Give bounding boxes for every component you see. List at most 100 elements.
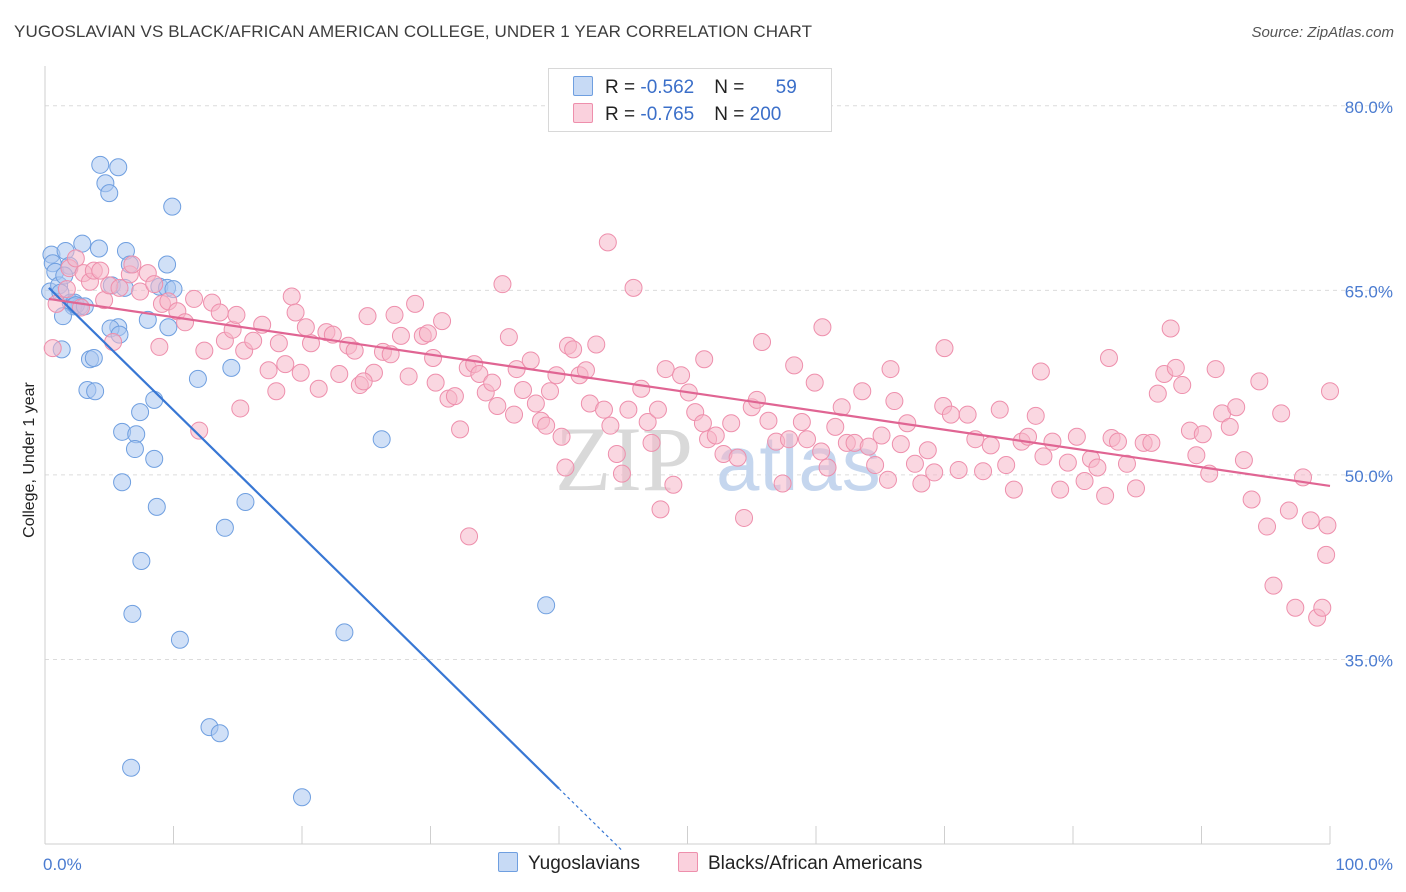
data-point bbox=[91, 261, 110, 280]
data-point bbox=[753, 332, 772, 351]
data-point bbox=[236, 492, 255, 511]
data-point bbox=[47, 294, 66, 313]
data-point bbox=[286, 303, 305, 322]
data-point bbox=[818, 458, 837, 477]
y-axis-label: College, Under 1 year bbox=[21, 382, 38, 538]
data-point bbox=[493, 275, 512, 294]
data-point bbox=[391, 326, 410, 345]
data-point bbox=[878, 470, 897, 489]
data-point bbox=[145, 275, 164, 294]
data-point bbox=[759, 411, 778, 430]
data-point bbox=[798, 430, 817, 449]
data-point bbox=[881, 360, 900, 379]
data-point bbox=[188, 369, 207, 388]
data-point bbox=[728, 448, 747, 467]
data-point bbox=[147, 497, 166, 516]
x-tick-label: 0.0% bbox=[43, 855, 82, 874]
data-point bbox=[499, 328, 518, 347]
correlation-legend: R = -0.562 N = 59 R = -0.765 N = 200 bbox=[548, 68, 832, 132]
data-point bbox=[269, 334, 288, 353]
data-point bbox=[607, 444, 626, 463]
data-point bbox=[1286, 598, 1305, 617]
data-point bbox=[905, 454, 924, 473]
data-point bbox=[925, 463, 944, 482]
data-point bbox=[185, 289, 204, 308]
data-point bbox=[110, 278, 129, 297]
y-tick-label: 80.0% bbox=[1345, 98, 1393, 117]
data-point bbox=[145, 449, 164, 468]
data-point bbox=[1026, 406, 1045, 425]
trend-line-black bbox=[48, 297, 1331, 488]
data-point bbox=[813, 318, 832, 337]
data-point bbox=[1096, 486, 1115, 505]
data-point bbox=[706, 426, 725, 445]
data-point bbox=[138, 310, 157, 329]
data-point bbox=[418, 324, 437, 343]
data-point bbox=[974, 462, 993, 481]
data-point bbox=[541, 382, 560, 401]
data-point bbox=[1193, 425, 1212, 444]
data-point bbox=[330, 364, 349, 383]
legend-label: Blacks/African Americans bbox=[708, 853, 923, 874]
data-point bbox=[43, 339, 62, 358]
data-point bbox=[123, 604, 142, 623]
legend-item-yugoslavians[interactable]: Yugoslavians bbox=[498, 852, 640, 875]
data-point bbox=[426, 373, 445, 392]
data-point bbox=[785, 356, 804, 375]
data-point bbox=[514, 380, 533, 399]
data-point bbox=[122, 758, 141, 777]
x-tick-label: 100.0% bbox=[1335, 855, 1393, 874]
data-point bbox=[222, 358, 241, 377]
trend-extension-yugoslavians bbox=[558, 788, 624, 853]
data-point bbox=[301, 334, 320, 353]
legend-swatch-blue bbox=[573, 76, 593, 96]
data-point bbox=[941, 405, 960, 424]
data-point bbox=[131, 282, 150, 301]
legend-item-black-african-americans[interactable]: Blacks/African Americans bbox=[678, 852, 922, 875]
data-point bbox=[648, 400, 667, 419]
data-point bbox=[406, 294, 425, 313]
data-point bbox=[1317, 545, 1336, 564]
data-point bbox=[773, 474, 792, 493]
data-point bbox=[642, 433, 661, 452]
data-point bbox=[150, 337, 169, 356]
data-point bbox=[89, 239, 108, 258]
data-point bbox=[866, 456, 885, 475]
data-point bbox=[309, 379, 328, 398]
data-point bbox=[1126, 479, 1145, 498]
data-point bbox=[113, 473, 132, 492]
data-point bbox=[1088, 458, 1107, 477]
data-point bbox=[537, 416, 556, 435]
data-point bbox=[1031, 362, 1050, 381]
data-point bbox=[747, 390, 766, 409]
data-point bbox=[552, 427, 571, 446]
data-point bbox=[859, 437, 878, 456]
data-point bbox=[1142, 433, 1161, 452]
data-point bbox=[1264, 576, 1283, 595]
data-point bbox=[1318, 516, 1337, 535]
data-point bbox=[176, 313, 195, 332]
data-point bbox=[521, 351, 540, 370]
data-point bbox=[695, 350, 714, 369]
data-point bbox=[460, 527, 479, 546]
data-point bbox=[651, 500, 670, 519]
data-point bbox=[1250, 372, 1269, 391]
data-point bbox=[354, 372, 373, 391]
data-point bbox=[1034, 447, 1053, 466]
data-point bbox=[792, 412, 811, 431]
grid-lines bbox=[45, 105, 1392, 660]
data-point bbox=[1173, 376, 1192, 395]
data-point bbox=[981, 436, 1000, 455]
legend-swatch-blue bbox=[498, 852, 518, 872]
data-point bbox=[125, 440, 144, 459]
data-point bbox=[624, 278, 643, 297]
data-point bbox=[84, 348, 103, 367]
data-point bbox=[1301, 511, 1320, 530]
data-point bbox=[853, 382, 872, 401]
data-point bbox=[100, 184, 119, 203]
data-point bbox=[1058, 453, 1077, 472]
legend-n-label: N = bbox=[714, 104, 750, 125]
data-point bbox=[399, 367, 418, 386]
legend-n-value: 200 bbox=[749, 104, 782, 125]
